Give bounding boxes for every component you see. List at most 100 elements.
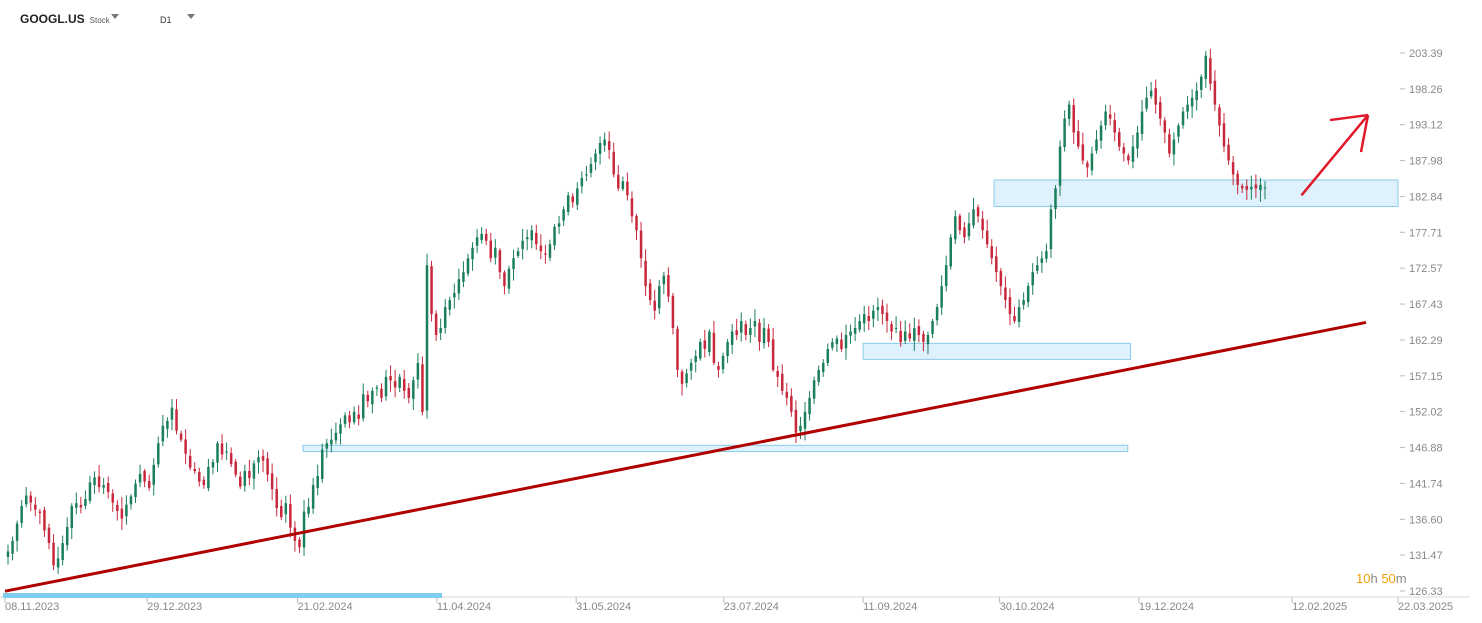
candle (903, 320, 907, 344)
timeframe-chevron-down-icon[interactable] (187, 14, 195, 19)
candle-body (963, 227, 966, 238)
candle (79, 496, 83, 514)
candle-body (484, 233, 488, 241)
candle-body (15, 523, 19, 541)
candle (439, 318, 442, 341)
candle-body (1086, 162, 1089, 168)
timeline-range-bar[interactable] (3, 593, 442, 598)
candle (15, 520, 19, 552)
candle-body (443, 307, 447, 328)
candle (202, 476, 206, 489)
timeframe-selector[interactable]: D1 (160, 15, 172, 25)
candle (434, 310, 438, 341)
candle-body (52, 542, 55, 566)
candle (1140, 99, 1144, 141)
y-tick-label: 172.57 (1409, 263, 1443, 275)
candle (548, 239, 552, 262)
candle (976, 204, 980, 223)
candle (480, 227, 483, 244)
candle-body (749, 328, 752, 335)
trend-arrow-head-left (1329, 113, 1369, 122)
candle (990, 239, 993, 265)
candle-body (967, 223, 971, 237)
trend-arrow-line[interactable] (1300, 114, 1369, 197)
candle-body (275, 488, 278, 509)
candle-body (393, 381, 397, 388)
candle-body (93, 477, 96, 486)
candle (926, 331, 930, 355)
symbol-chevron-down-icon[interactable] (111, 14, 119, 19)
candle-body (1177, 125, 1180, 137)
candle-body (922, 333, 925, 342)
candle-body (999, 270, 1003, 287)
candle-body (976, 207, 980, 217)
candle (935, 303, 939, 326)
candle (134, 479, 137, 504)
candle-body (234, 461, 237, 475)
candle (430, 260, 433, 322)
candle (293, 521, 297, 552)
candle-body (635, 215, 638, 231)
candle-body (562, 209, 565, 221)
candle-body (1113, 120, 1116, 133)
candle-body (548, 244, 552, 258)
candle (1209, 48, 1212, 91)
candle (503, 270, 506, 295)
candle (689, 358, 693, 380)
candle-body (56, 558, 60, 568)
candle (790, 388, 793, 417)
trend-arrow-head-right (1359, 114, 1370, 153)
candle-body (457, 279, 461, 294)
candle-body (1250, 186, 1253, 190)
candle-body (1154, 88, 1157, 105)
candle-body (767, 328, 770, 342)
candle-body (188, 455, 192, 468)
candle-body (894, 328, 898, 330)
candle-body (371, 390, 374, 405)
candle (995, 246, 998, 283)
candle-body (553, 226, 556, 246)
candle (571, 193, 574, 208)
candle-body (790, 395, 793, 412)
candle (721, 352, 725, 374)
candle (512, 249, 515, 281)
candle (1136, 125, 1139, 158)
candle (1145, 86, 1148, 112)
candle-body (252, 463, 256, 479)
y-tick-label: 193.12 (1409, 120, 1443, 132)
zone-middle[interactable] (862, 342, 1132, 360)
candle (899, 321, 902, 347)
x-tick-label: 21.02.2024 (298, 601, 353, 613)
candle (507, 265, 511, 294)
candle (257, 450, 260, 474)
candle (981, 210, 984, 239)
candle (143, 468, 146, 488)
candle-body (758, 322, 761, 342)
y-tick-label: 203.39 (1409, 48, 1443, 60)
zone-upper[interactable] (993, 179, 1399, 208)
candle-body (771, 339, 775, 370)
countdown-hours: 10 (1356, 571, 1371, 586)
candle (617, 165, 620, 192)
trendline[interactable] (4, 320, 1367, 593)
candle-body (899, 330, 902, 342)
candle (1127, 153, 1130, 165)
candle-body (120, 508, 124, 519)
candle-body (580, 177, 584, 187)
candle-body (1195, 90, 1198, 101)
candle (521, 228, 524, 260)
candle (275, 477, 278, 517)
candle (1104, 104, 1107, 131)
candle-body (307, 506, 310, 514)
candle-body (648, 283, 652, 301)
candle-body (184, 439, 187, 454)
candle (289, 494, 292, 538)
candle-body (320, 449, 324, 479)
candle-body (908, 333, 912, 339)
candle-body (867, 315, 871, 322)
candle-body (43, 510, 46, 531)
symbol-selector[interactable]: GOOGL.US Stock (20, 12, 110, 26)
candle-body (835, 338, 839, 345)
candle (1108, 104, 1112, 126)
